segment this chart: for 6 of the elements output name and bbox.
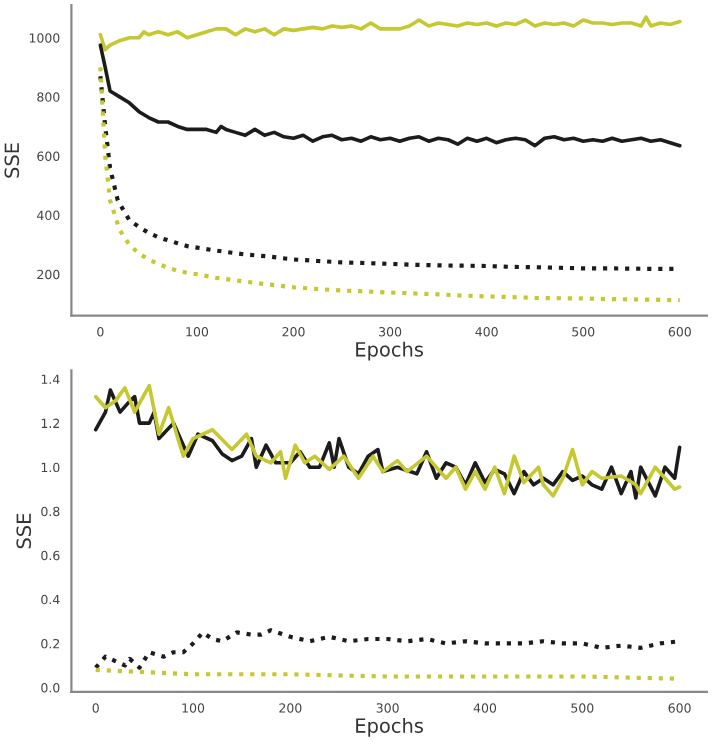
line-series [98, 15, 682, 52]
x-axis-title: Epochs [356, 341, 424, 361]
line-series [98, 65, 682, 303]
x-axis-title: Epochs [356, 717, 424, 737]
y-axis-title: SSE [4, 143, 20, 178]
y-axis-title: SSE [16, 513, 32, 549]
